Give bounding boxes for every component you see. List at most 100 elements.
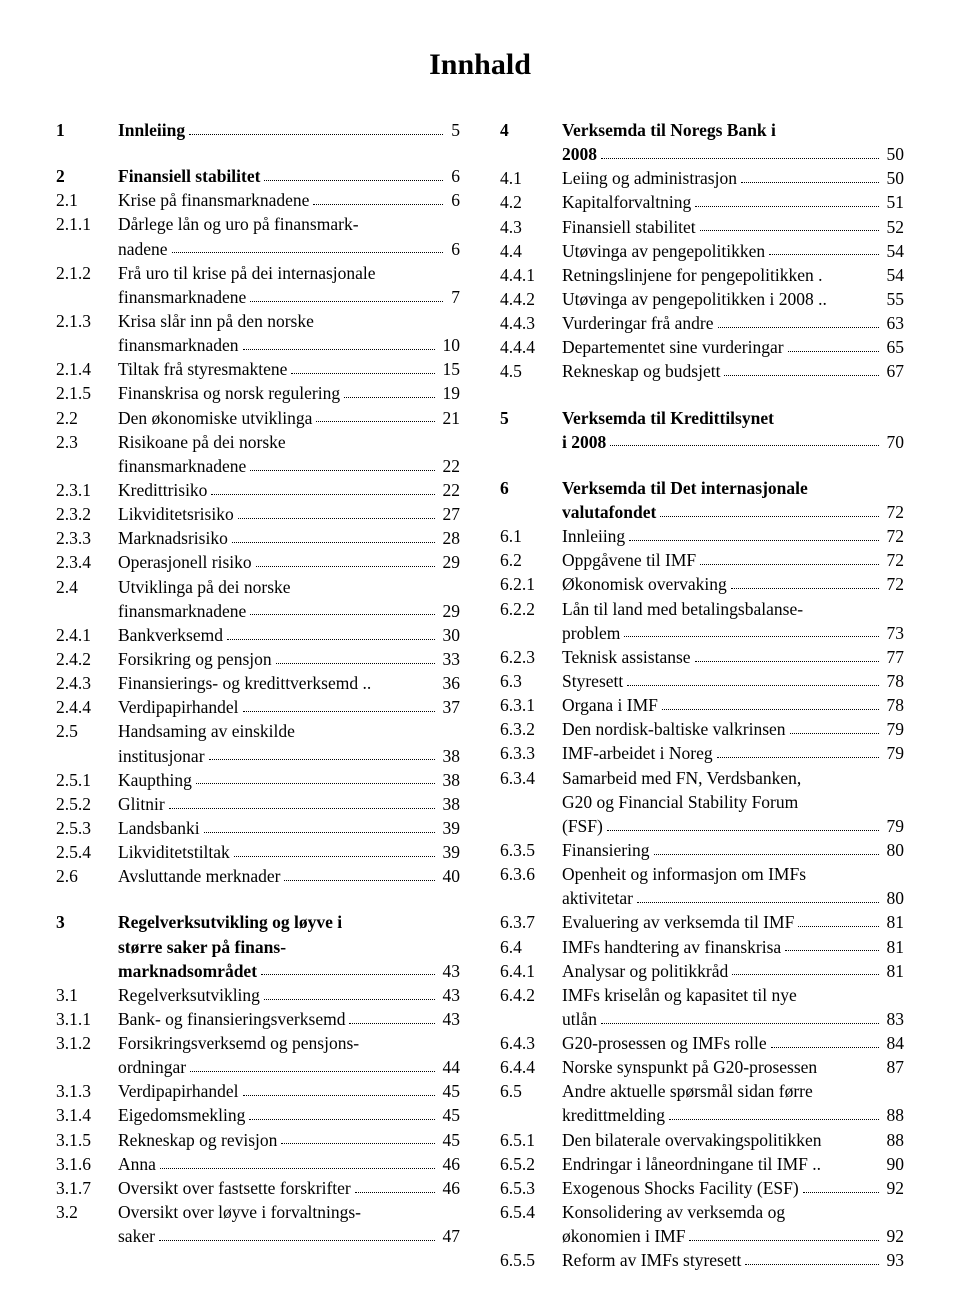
toc-number: 3	[56, 910, 118, 934]
toc-row: 6.4IMFs handtering av finanskrisa81	[500, 935, 904, 959]
toc-leader	[803, 1176, 879, 1193]
toc-row: utlån83	[500, 1007, 904, 1031]
toc-label: Likviditetstiltak	[118, 840, 230, 864]
toc-label: Vurderingar frå andre	[562, 311, 714, 335]
toc-label: Avsluttande merknader	[118, 864, 280, 888]
toc-number: 6.4	[500, 935, 562, 959]
toc-page: 88	[883, 1103, 905, 1127]
toc-page: 81	[883, 959, 905, 983]
toc-page: 79	[883, 717, 905, 741]
toc-page: 27	[439, 502, 461, 526]
toc-label: Leiing og administrasjon	[562, 166, 737, 190]
toc-label: Verksemda til Noregs Bank i	[562, 118, 776, 142]
toc-number: 2.1.4	[56, 357, 118, 381]
toc-label: finansmarknaden	[118, 333, 239, 357]
toc-row: økonomien i IMF92	[500, 1224, 904, 1248]
toc-number: 2.3.2	[56, 502, 118, 526]
toc-page: 50	[883, 142, 905, 166]
toc-label: (FSF)	[562, 814, 603, 838]
toc-label: Utøvinga av pengepolitikken	[562, 239, 765, 263]
toc-page: 45	[439, 1128, 461, 1152]
toc-label: Reform av IMFs styresett	[562, 1248, 741, 1272]
toc-page: 90	[883, 1152, 905, 1176]
toc-column-right: 4Verksemda til Noregs Bank i2008504.1Lei…	[500, 118, 904, 1272]
toc-page: 79	[883, 814, 905, 838]
toc-number: 3.1.5	[56, 1128, 118, 1152]
toc-label: G20 og Financial Stability Forum	[562, 790, 798, 814]
toc-label: Den økonomiske utviklinga	[118, 406, 312, 430]
toc-number: 2.5.4	[56, 840, 118, 864]
toc-row: 3.1.4Eigedomsmekling45	[56, 1103, 460, 1127]
toc-row: 6.5.2Endringar i låneordningane til IMF …	[500, 1152, 904, 1176]
toc-label: Kapitalforvaltning	[562, 190, 691, 214]
toc-page: 5	[447, 118, 460, 142]
toc-label: Finansiell stabilitet	[562, 215, 696, 239]
toc-leader	[243, 333, 435, 350]
toc-page: 7	[447, 285, 460, 309]
toc-row: 200850	[500, 142, 904, 166]
toc-label: Eigedomsmekling	[118, 1103, 245, 1127]
toc-number: 4.1	[500, 166, 562, 190]
toc-row: 2.1.1Dårlege lån og uro på finansmark-	[56, 212, 460, 236]
toc-label: Bankverksemd	[118, 623, 223, 647]
toc-page: 51	[883, 190, 905, 214]
toc-leader	[700, 548, 878, 565]
toc-number: 3.1.1	[56, 1007, 118, 1031]
page-title: Innhald	[56, 48, 904, 82]
toc-number: 6.1	[500, 524, 562, 548]
toc-leader	[769, 239, 878, 256]
toc-label: valutafondet	[562, 500, 656, 524]
toc-label: utlån	[562, 1007, 597, 1031]
toc-leader	[250, 454, 434, 471]
toc-page: 87	[883, 1055, 905, 1079]
toc-label: Rekneskap og revisjon	[118, 1128, 277, 1152]
toc-leader	[790, 717, 879, 734]
toc-row: 4.4Utøvinga av pengepolitikken54	[500, 239, 904, 263]
toc-label: Kaupthing	[118, 768, 192, 792]
toc-number: 4.4	[500, 239, 562, 263]
toc-row: finansmarknaden10	[56, 333, 460, 357]
toc-row: 2.5.1Kaupthing38	[56, 768, 460, 792]
toc-label: Forsikring og pensjon	[118, 647, 272, 671]
toc-number: 6.3.3	[500, 741, 562, 765]
toc-page: 54	[883, 263, 905, 287]
toc-number: 6.5.4	[500, 1200, 562, 1224]
toc-label: finansmarknadene	[118, 599, 246, 623]
toc-number: 2	[56, 164, 118, 188]
toc-leader	[243, 1079, 435, 1096]
toc-number: 3.1.7	[56, 1176, 118, 1200]
toc-page: 29	[439, 550, 461, 574]
toc-leader	[276, 647, 435, 664]
toc-number: 2.1	[56, 188, 118, 212]
toc-page: 50	[883, 166, 905, 190]
toc-page: 38	[439, 792, 461, 816]
toc-number: 2.3.1	[56, 478, 118, 502]
toc-page: 45	[439, 1103, 461, 1127]
toc-row: G20 og Financial Stability Forum	[500, 790, 904, 814]
toc-number: 2.5.2	[56, 792, 118, 816]
toc-label: Risikoane på dei norske	[118, 430, 286, 454]
toc-number: 4.5	[500, 359, 562, 383]
toc-label: Utviklinga på dei norske	[118, 575, 291, 599]
toc-row: 6.2.2Lån til land med betalingsbalanse-	[500, 597, 904, 621]
toc-number: 2.5	[56, 719, 118, 743]
toc-label: Norske synspunkt på G20-prosessen	[562, 1055, 817, 1079]
toc-row: 6.5.3Exogenous Shocks Facility (ESF)92	[500, 1176, 904, 1200]
toc-leader	[243, 695, 435, 712]
toc-leader	[256, 550, 435, 567]
toc-label: Handsaming av einskilde	[118, 719, 295, 743]
toc-label: Økonomisk overvaking	[562, 572, 727, 596]
toc-number: 5	[500, 406, 562, 430]
toc-leader	[169, 792, 435, 809]
toc-row: 6.3.7Evaluering av verksemda til IMF81	[500, 910, 904, 934]
toc-number: 3.1.3	[56, 1079, 118, 1103]
toc-number: 6.4.3	[500, 1031, 562, 1055]
toc-row: 5Verksemda til Kredittilsynet	[500, 406, 904, 430]
toc-number: 4.2	[500, 190, 562, 214]
toc-number: 6.3.6	[500, 862, 562, 886]
toc-leader	[732, 959, 878, 976]
toc-label: større saker på finans-	[118, 935, 286, 959]
toc-row: 6.3.4Samarbeid med FN, Verdsbanken,	[500, 766, 904, 790]
toc-number: 4.4.3	[500, 311, 562, 335]
toc-page: 33	[439, 647, 461, 671]
